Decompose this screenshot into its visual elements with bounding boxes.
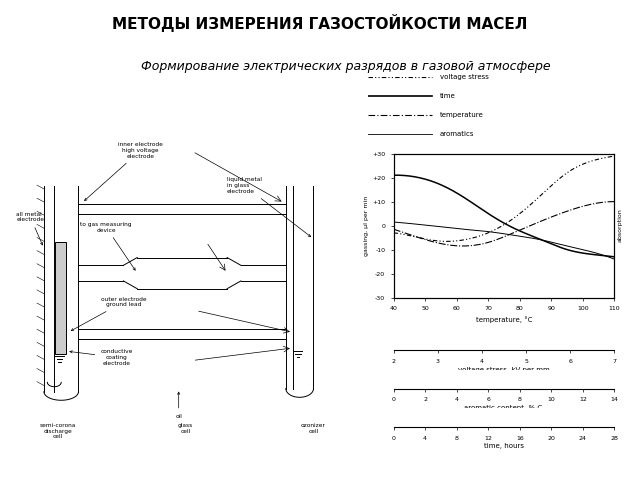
Text: outer electrode
ground lead: outer electrode ground lead [71, 297, 146, 331]
X-axis label: voltage stress, kV per mm: voltage stress, kV per mm [458, 367, 550, 372]
X-axis label: aromatic content, % Cₐ: aromatic content, % Cₐ [463, 405, 545, 411]
Text: voltage stress: voltage stress [440, 74, 488, 80]
Text: glass
cell: glass cell [178, 423, 193, 434]
Text: liquid metal
in glass
electrode: liquid metal in glass electrode [227, 178, 310, 237]
Text: inner electrode
high voltage
electrode: inner electrode high voltage electrode [84, 142, 163, 201]
Text: temperature: temperature [440, 112, 483, 118]
Text: МЕТОДЫ ИЗМЕРЕНИЯ ГАЗОСТОЙКОСТИ МАСЕЛ: МЕТОДЫ ИЗМЕРЕНИЯ ГАЗОСТОЙКОСТИ МАСЕЛ [112, 14, 528, 33]
Text: all metal
electrode: all metal electrode [16, 212, 44, 245]
Text: aromatics: aromatics [440, 132, 474, 137]
Y-axis label: absorption: absorption [617, 209, 622, 242]
Text: to gas measuring
device: to gas measuring device [81, 222, 135, 270]
X-axis label: temperature, °C: temperature, °C [476, 316, 532, 323]
Text: conductive
coating
electrode: conductive coating electrode [70, 349, 132, 366]
Y-axis label: gassing, μl per min: gassing, μl per min [364, 195, 369, 256]
Text: semi-corona
discharge
cell: semi-corona discharge cell [40, 423, 76, 440]
Text: time: time [440, 93, 456, 99]
Text: Формирование электрических разрядов в газовой атмосфере: Формирование электрических разрядов в га… [141, 60, 550, 73]
X-axis label: time, hours: time, hours [484, 444, 524, 449]
Bar [55, 242, 66, 354]
Text: oil: oil [175, 392, 182, 419]
Text: ozonizer
cell: ozonizer cell [301, 423, 326, 434]
